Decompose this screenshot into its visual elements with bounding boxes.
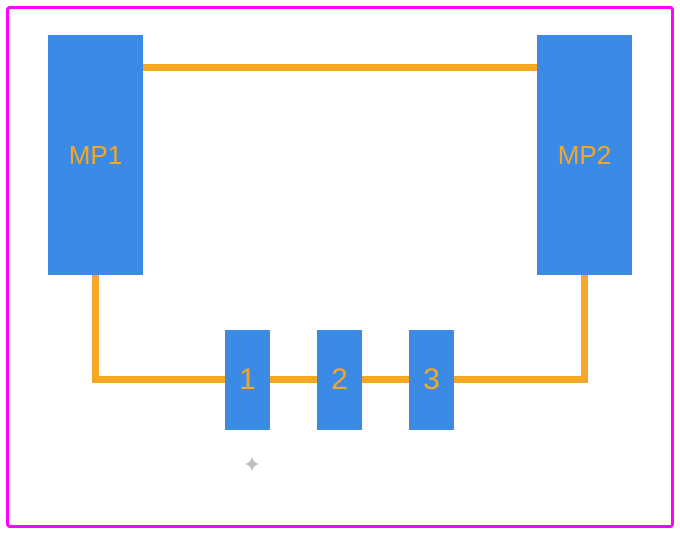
pin1-marker-icon (243, 455, 261, 473)
pad-3: 3 (409, 330, 454, 430)
pad-1: 1 (225, 330, 270, 430)
pad-3-label: 3 (423, 363, 440, 397)
pad-2: 2 (317, 330, 362, 430)
outline-top-wire (143, 64, 537, 71)
pad-mp2-label: MP2 (558, 140, 611, 171)
pad-mp1: MP1 (48, 35, 143, 275)
outline-left-vertical-wire (92, 275, 99, 383)
outline-right-vertical-wire (581, 275, 588, 383)
pad-mp1-label: MP1 (69, 140, 122, 171)
pad-1-label: 1 (239, 363, 256, 397)
pad-2-label: 2 (331, 363, 348, 397)
pad-mp2: MP2 (537, 35, 632, 275)
